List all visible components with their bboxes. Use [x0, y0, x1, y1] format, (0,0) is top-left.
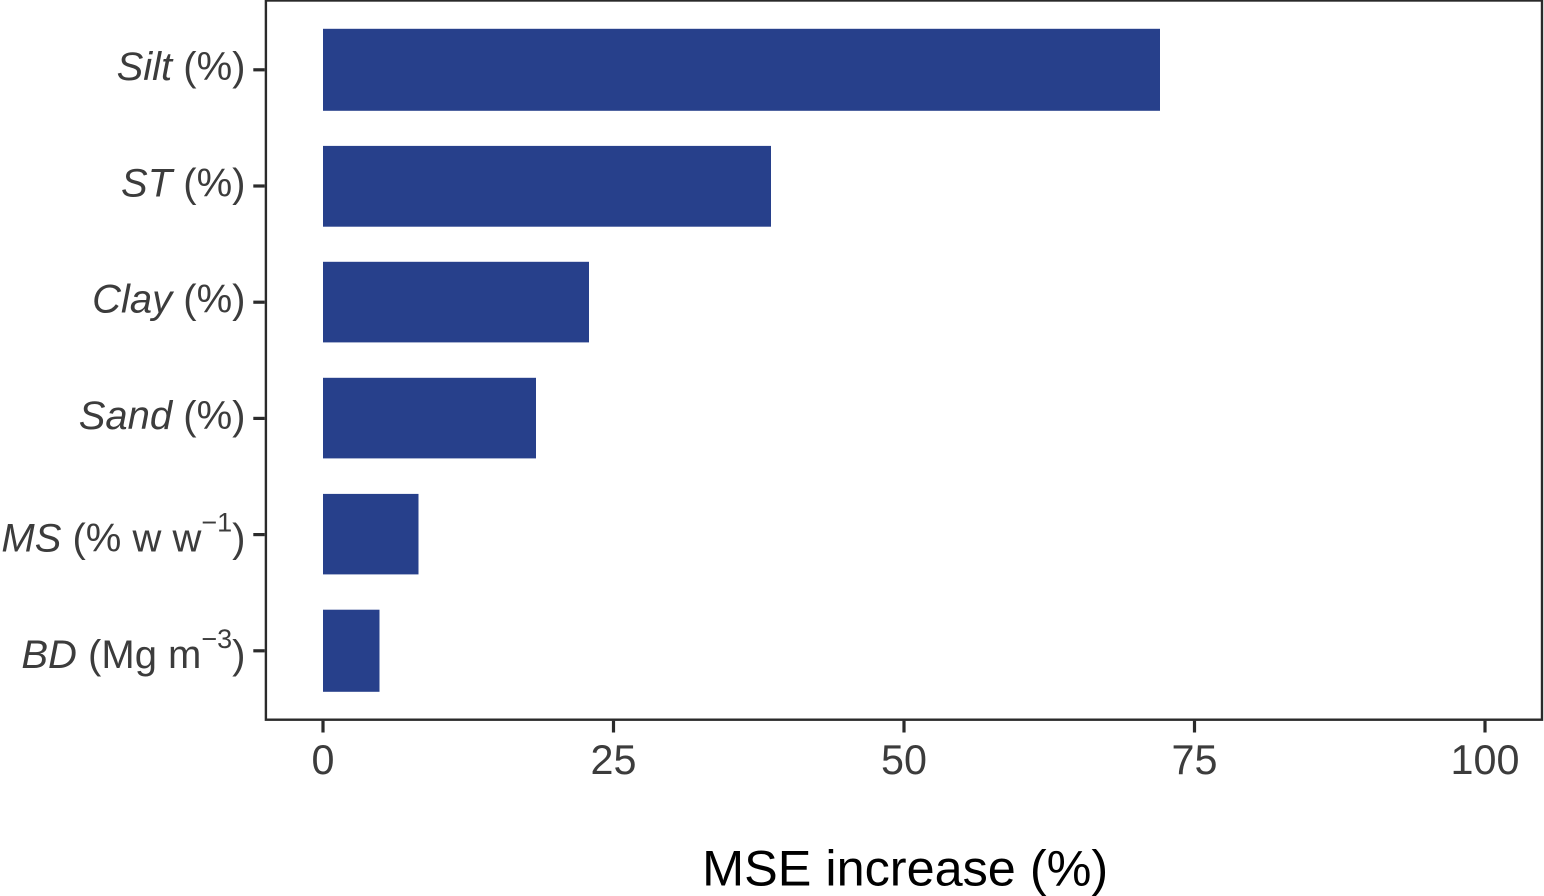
svg-text:MSE increase (%): MSE increase (%) — [702, 839, 1108, 896]
svg-text:Silt (%): Silt (%) — [117, 45, 246, 89]
svg-text:50: 50 — [881, 737, 927, 783]
svg-text:0: 0 — [312, 737, 335, 783]
svg-text:Clay (%): Clay (%) — [92, 278, 245, 322]
svg-text:75: 75 — [1172, 737, 1218, 783]
svg-text:25: 25 — [591, 737, 637, 783]
svg-text:MS (% w w−1): MS (% w w−1) — [1, 508, 245, 561]
svg-text:Sand (%): Sand (%) — [79, 394, 246, 438]
svg-text:100: 100 — [1451, 737, 1520, 783]
svg-text:BD (Mg m−3): BD (Mg m−3) — [21, 624, 245, 677]
svg-text:ST (%): ST (%) — [121, 161, 245, 205]
